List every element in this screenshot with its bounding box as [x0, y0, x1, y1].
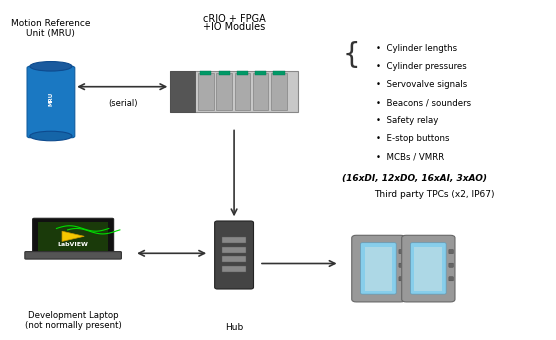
- Text: Motion Reference
Unit (MRU): Motion Reference Unit (MRU): [11, 19, 91, 38]
- FancyBboxPatch shape: [27, 66, 75, 138]
- Text: MRU: MRU: [48, 91, 53, 106]
- FancyBboxPatch shape: [255, 71, 266, 75]
- FancyBboxPatch shape: [170, 71, 195, 112]
- FancyBboxPatch shape: [449, 250, 453, 254]
- FancyBboxPatch shape: [170, 71, 298, 112]
- Ellipse shape: [30, 62, 72, 71]
- Text: •  Cylinder pressures: • Cylinder pressures: [376, 62, 466, 71]
- Text: +IO Modules: +IO Modules: [203, 22, 265, 32]
- FancyBboxPatch shape: [215, 221, 254, 289]
- FancyBboxPatch shape: [399, 250, 403, 254]
- FancyBboxPatch shape: [352, 235, 405, 302]
- FancyBboxPatch shape: [399, 263, 403, 267]
- Text: Development Laptop
(not normally present): Development Laptop (not normally present…: [25, 311, 122, 330]
- FancyBboxPatch shape: [449, 263, 453, 267]
- Text: (serial): (serial): [108, 99, 138, 107]
- Text: •  Servovalve signals: • Servovalve signals: [376, 80, 467, 89]
- FancyBboxPatch shape: [222, 266, 246, 272]
- Text: •  E-stop buttons: • E-stop buttons: [376, 134, 449, 143]
- FancyBboxPatch shape: [361, 243, 396, 294]
- Text: LabVIEW: LabVIEW: [58, 242, 88, 247]
- FancyBboxPatch shape: [200, 71, 211, 75]
- FancyBboxPatch shape: [401, 235, 455, 302]
- FancyBboxPatch shape: [222, 246, 246, 253]
- FancyBboxPatch shape: [216, 73, 232, 110]
- Text: •  Beacons / sounders: • Beacons / sounders: [376, 98, 471, 107]
- FancyBboxPatch shape: [25, 252, 121, 259]
- Text: cRIO + FPGA: cRIO + FPGA: [203, 14, 265, 23]
- Text: (16xDI, 12xDO, 16xAI, 3xAO): (16xDI, 12xDO, 16xAI, 3xAO): [342, 174, 487, 183]
- Text: •  Cylinder lengths: • Cylinder lengths: [376, 44, 456, 53]
- FancyBboxPatch shape: [271, 73, 287, 110]
- FancyBboxPatch shape: [222, 237, 246, 243]
- Text: Hub: Hub: [225, 323, 243, 332]
- FancyBboxPatch shape: [399, 277, 403, 281]
- FancyBboxPatch shape: [253, 73, 269, 110]
- FancyBboxPatch shape: [235, 73, 250, 110]
- Text: Third party TPCs (x2, IP67): Third party TPCs (x2, IP67): [374, 190, 494, 199]
- Text: •  Safety relay: • Safety relay: [376, 116, 438, 125]
- FancyBboxPatch shape: [198, 73, 214, 110]
- FancyBboxPatch shape: [410, 243, 446, 294]
- FancyBboxPatch shape: [38, 222, 108, 251]
- FancyBboxPatch shape: [33, 218, 113, 254]
- Text: •  MCBs / VMRR: • MCBs / VMRR: [376, 152, 444, 161]
- FancyBboxPatch shape: [365, 246, 393, 291]
- Polygon shape: [62, 231, 84, 241]
- Text: {: {: [342, 41, 360, 69]
- FancyBboxPatch shape: [414, 246, 442, 291]
- FancyBboxPatch shape: [274, 71, 285, 75]
- FancyBboxPatch shape: [219, 71, 230, 75]
- Ellipse shape: [30, 131, 72, 141]
- FancyBboxPatch shape: [449, 277, 453, 281]
- FancyBboxPatch shape: [237, 71, 248, 75]
- FancyBboxPatch shape: [222, 256, 246, 262]
